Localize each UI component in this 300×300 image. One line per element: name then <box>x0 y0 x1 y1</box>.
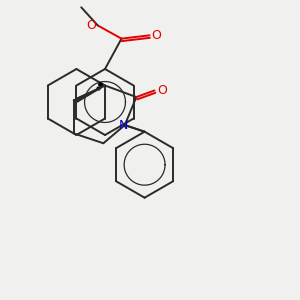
Text: N: N <box>119 118 128 132</box>
Text: O: O <box>86 19 96 32</box>
Text: O: O <box>152 29 161 42</box>
Text: O: O <box>158 84 167 97</box>
Polygon shape <box>77 85 105 102</box>
